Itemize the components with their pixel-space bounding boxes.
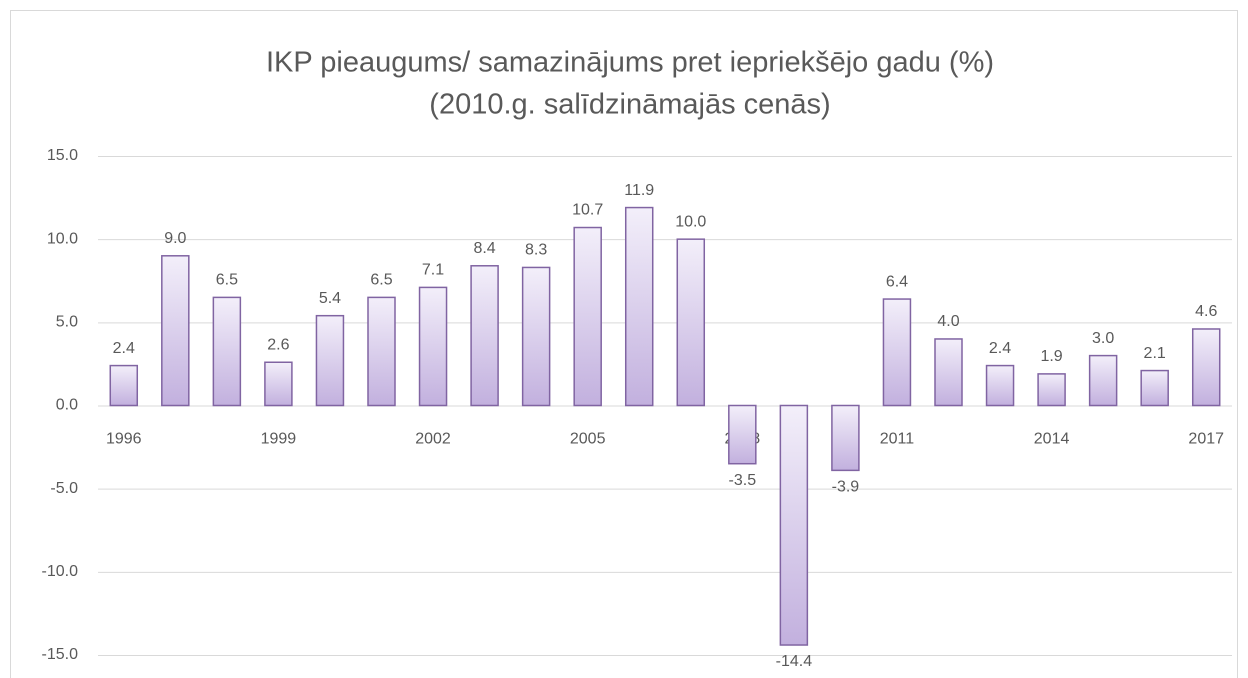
bar [1191,328,1221,407]
bar [161,255,190,407]
data-label: 2.6 [267,336,289,353]
data-label: 2.4 [113,340,135,357]
y-tick-label: 15.0 [47,147,78,164]
data-label: 8.4 [473,240,495,257]
data-label: 6.5 [216,272,238,289]
bar [779,404,809,646]
data-label: 5.4 [319,290,341,307]
data-label: 2.4 [989,340,1011,357]
bar [831,404,860,472]
chart-title: IKP pieaugums/ samazinājums pret iepriek… [266,47,994,79]
bar [624,206,654,407]
data-label: 11.9 [624,182,654,199]
x-tick-label: 2011 [880,431,915,448]
y-tick-label: 10.0 [47,230,78,247]
x-tick-label: 1999 [261,431,297,448]
data-label: 6.5 [370,272,392,289]
data-label: 4.0 [937,313,959,330]
bar [882,298,912,407]
y-tick-label: -10.0 [42,563,79,580]
x-tick-label: 2002 [415,431,451,448]
x-tick-label: 2017 [1188,431,1224,448]
data-label: 6.4 [886,273,908,290]
bar [212,296,242,407]
bar [418,286,448,407]
bar [728,404,757,465]
x-tick-label: 2005 [570,431,606,448]
bar [985,364,1015,407]
bar [1140,369,1169,407]
chart-subtitle: (2010.g. salīdzināmajās cenās) [429,89,830,121]
y-tick-label: 5.0 [56,314,78,331]
bar [1088,354,1118,407]
bar [109,364,139,407]
x-tick-label: 2014 [1034,431,1070,448]
bar [573,226,602,407]
bar [934,338,963,407]
y-tick-label: -5.0 [50,480,78,497]
bar [521,266,551,407]
data-label: 3.0 [1092,330,1114,347]
y-tick-label: -15.0 [42,646,79,663]
data-label: 7.1 [422,262,444,279]
data-label: -3.9 [832,479,860,496]
bar [1037,373,1066,407]
data-label: 10.7 [572,202,603,219]
data-label: 2.1 [1144,345,1166,362]
data-label: 4.6 [1195,303,1217,320]
x-tick-label: 1996 [106,431,142,448]
data-label: -3.5 [729,472,757,489]
data-label: 9.0 [164,230,186,247]
bar [676,238,706,407]
bar [367,296,396,407]
data-label: -14.4 [776,653,813,670]
y-tick-label: 0.0 [56,397,78,414]
bar [470,265,499,407]
data-label: 1.9 [1040,348,1062,365]
data-label: 8.3 [525,242,547,259]
data-label: 10.0 [675,213,706,230]
bar [315,314,345,407]
bar [264,361,293,407]
